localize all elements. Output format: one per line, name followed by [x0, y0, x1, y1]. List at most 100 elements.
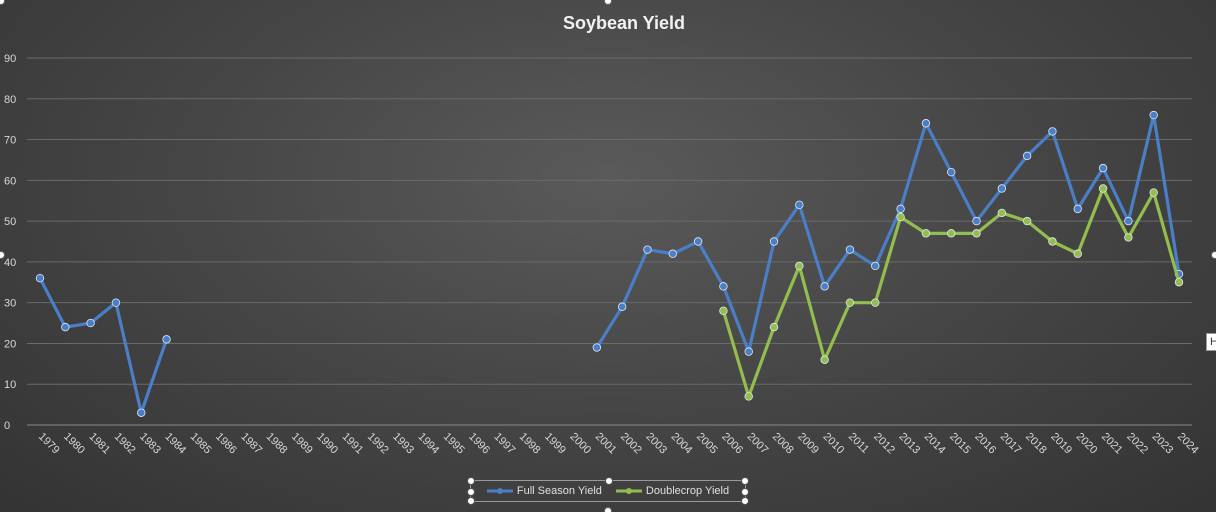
x-tick-label: 2018 — [1023, 431, 1049, 457]
data-point[interactable] — [61, 322, 70, 332]
series-line[interactable] — [38, 276, 169, 415]
legend-handle-bottom-right[interactable] — [741, 497, 749, 505]
x-tick-label: 1982 — [112, 431, 138, 457]
selection-handle-left-middle[interactable] — [0, 251, 5, 259]
x-tick-label: 2010 — [821, 431, 847, 457]
selection-handle-top-center[interactable] — [604, 0, 612, 5]
series-doublecrop[interactable] — [719, 184, 1184, 401]
x-tick-label: 2024 — [1175, 431, 1201, 457]
data-point[interactable] — [947, 229, 956, 238]
data-point[interactable] — [86, 318, 95, 328]
x-tick-label: 2007 — [745, 431, 771, 457]
x-tick-label: 1994 — [416, 431, 442, 457]
data-point[interactable] — [921, 229, 931, 238]
data-point[interactable] — [1149, 110, 1158, 120]
x-tick-label: 1995 — [441, 431, 467, 457]
data-point[interactable] — [871, 261, 880, 271]
x-tick-label: 1986 — [213, 431, 239, 457]
data-point[interactable] — [617, 302, 627, 311]
data-point[interactable] — [1098, 184, 1108, 193]
series-line[interactable] — [595, 113, 1181, 354]
legend-handle-top-center[interactable] — [605, 477, 613, 485]
data-point[interactable] — [1073, 204, 1082, 214]
data-point[interactable] — [845, 298, 855, 307]
data-point[interactable] — [820, 355, 829, 364]
x-tick-label: 2012 — [871, 431, 897, 457]
data-point[interactable] — [719, 306, 728, 316]
legend-handle-bottom-left[interactable] — [467, 497, 475, 505]
data-point[interactable] — [921, 119, 931, 128]
data-point[interactable] — [35, 274, 45, 283]
x-tick-label: 2005 — [694, 431, 720, 457]
data-point[interactable] — [1022, 151, 1032, 161]
legend-handle-middle-right[interactable] — [741, 488, 749, 496]
legend-entry-doublecrop[interactable]: Doublecrop Yield — [615, 485, 729, 497]
x-tick-label: 2023 — [1150, 431, 1176, 457]
x-tick-label: 2013 — [896, 431, 922, 457]
legend[interactable]: Full Season Yield Doublecrop Yield — [467, 477, 749, 505]
legend-label-full-season: Full Season Yield — [516, 485, 602, 497]
x-tick-label: 2015 — [947, 431, 973, 457]
data-point[interactable] — [947, 167, 956, 177]
data-point[interactable] — [1124, 216, 1133, 226]
data-point[interactable] — [845, 245, 855, 254]
data-point[interactable] — [1174, 278, 1184, 287]
gridlines — [27, 57, 1192, 426]
x-tick-label: 2019 — [1048, 431, 1074, 457]
x-tick-label: 2001 — [593, 431, 619, 457]
x-tick-label: 2003 — [643, 431, 669, 457]
data-point[interactable] — [744, 347, 753, 356]
data-point[interactable] — [795, 261, 804, 271]
data-point[interactable] — [1073, 249, 1082, 258]
data-point[interactable] — [997, 208, 1007, 218]
legend-handle-top-right[interactable] — [741, 477, 749, 485]
x-tick-label: 1993 — [390, 431, 416, 457]
data-point[interactable] — [896, 204, 905, 214]
data-point[interactable] — [643, 245, 652, 254]
y-tick-label: 10 — [4, 379, 16, 391]
x-tick-label: 2000 — [567, 431, 593, 457]
data-point[interactable] — [972, 229, 981, 238]
data-point[interactable] — [719, 282, 728, 291]
data-point[interactable] — [1048, 237, 1057, 246]
tooltip-stub: H — [1206, 333, 1216, 351]
data-point[interactable] — [972, 216, 981, 226]
x-tick-label: 2014 — [922, 431, 948, 457]
y-tick-label: 70 — [4, 135, 16, 147]
data-point[interactable] — [795, 200, 804, 209]
data-point[interactable] — [111, 298, 121, 307]
data-point[interactable] — [896, 212, 905, 222]
legend-entry-full-season[interactable]: Full Season Yield — [486, 485, 602, 497]
series-full-season[interactable] — [35, 110, 1184, 417]
data-point[interactable] — [693, 237, 703, 246]
data-point[interactable] — [1048, 127, 1057, 136]
selection-handle-top-left[interactable] — [0, 0, 5, 5]
series-line[interactable] — [721, 186, 1181, 399]
data-point[interactable] — [871, 298, 880, 307]
data-point[interactable] — [744, 392, 753, 401]
x-tick-label: 2008 — [770, 431, 796, 457]
legend-swatch-full-season — [486, 488, 513, 494]
x-tick-label: 2022 — [1124, 431, 1150, 457]
y-tick-label: 80 — [4, 94, 16, 106]
legend-handle-middle-left[interactable] — [467, 488, 475, 496]
y-tick-label: 20 — [4, 338, 16, 350]
data-point[interactable] — [1022, 216, 1032, 226]
data-point[interactable] — [1149, 188, 1158, 197]
selection-handle-bottom-center[interactable] — [604, 507, 612, 512]
data-point[interactable] — [820, 282, 829, 291]
data-point[interactable] — [997, 184, 1007, 193]
series-group — [35, 110, 1184, 417]
data-point[interactable] — [137, 408, 146, 417]
data-point[interactable] — [592, 343, 602, 352]
data-point[interactable] — [1124, 233, 1133, 242]
x-tick-label: 2004 — [669, 431, 695, 457]
data-point[interactable] — [668, 249, 677, 258]
selection-handle-right-middle[interactable] — [1211, 251, 1216, 259]
data-point[interactable] — [162, 335, 171, 344]
data-point[interactable] — [769, 237, 779, 246]
legend-handle-top-left[interactable] — [467, 477, 475, 485]
data-point[interactable] — [1098, 163, 1108, 173]
data-point[interactable] — [769, 322, 779, 332]
